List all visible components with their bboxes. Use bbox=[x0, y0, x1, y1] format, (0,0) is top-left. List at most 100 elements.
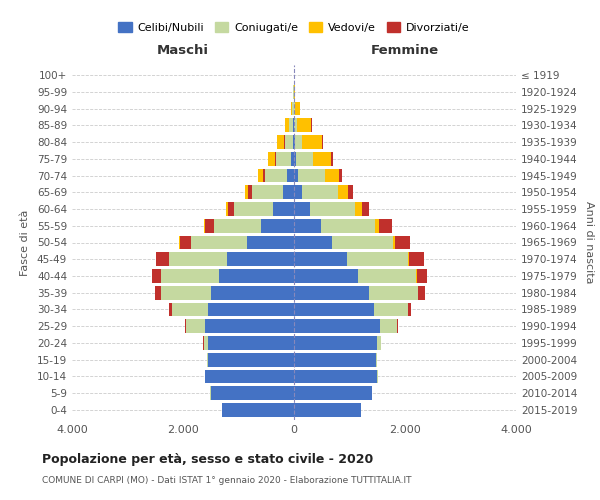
Bar bbox=[310, 202, 355, 216]
Bar bbox=[417, 269, 427, 283]
Bar bbox=[205, 219, 214, 232]
Bar bbox=[248, 186, 252, 199]
Bar bbox=[294, 403, 361, 417]
Bar bbox=[277, 135, 284, 149]
Bar bbox=[172, 302, 208, 316]
Bar bbox=[226, 202, 228, 216]
Bar bbox=[191, 236, 247, 250]
Bar bbox=[265, 168, 287, 182]
Bar bbox=[289, 118, 293, 132]
Bar bbox=[298, 168, 325, 182]
Bar bbox=[409, 252, 424, 266]
Bar bbox=[294, 135, 295, 149]
Bar bbox=[376, 353, 377, 366]
Text: Popolazione per età, sesso e stato civile - 2020: Popolazione per età, sesso e stato civil… bbox=[42, 452, 373, 466]
Bar bbox=[302, 186, 338, 199]
Bar bbox=[169, 302, 172, 316]
Bar bbox=[203, 336, 208, 350]
Y-axis label: Fasce di età: Fasce di età bbox=[20, 210, 30, 276]
Bar bbox=[293, 135, 294, 149]
Bar bbox=[260, 219, 294, 232]
Bar bbox=[395, 236, 410, 250]
Bar bbox=[275, 152, 291, 166]
Bar bbox=[332, 236, 393, 250]
Bar bbox=[294, 302, 374, 316]
Bar bbox=[161, 269, 219, 283]
Bar bbox=[369, 286, 418, 300]
Bar bbox=[377, 336, 381, 350]
Bar bbox=[339, 168, 342, 182]
Bar bbox=[294, 286, 369, 300]
Bar bbox=[355, 202, 362, 216]
Bar bbox=[375, 219, 379, 232]
Bar bbox=[294, 252, 347, 266]
Bar bbox=[294, 152, 296, 166]
Bar bbox=[294, 202, 310, 216]
Bar bbox=[294, 102, 295, 116]
Bar bbox=[227, 252, 294, 266]
Bar bbox=[204, 219, 205, 232]
Bar bbox=[208, 336, 294, 350]
Bar bbox=[295, 118, 298, 132]
Legend: Celibi/Nubili, Coniugati/e, Vedovi/e, Divorziati/e: Celibi/Nubili, Coniugati/e, Vedovi/e, Di… bbox=[114, 18, 474, 37]
Bar bbox=[287, 168, 294, 182]
Bar bbox=[291, 102, 292, 116]
Bar bbox=[358, 269, 416, 283]
Bar bbox=[291, 152, 294, 166]
Bar bbox=[295, 102, 299, 116]
Bar bbox=[294, 320, 380, 333]
Bar bbox=[247, 236, 294, 250]
Bar bbox=[252, 186, 283, 199]
Bar bbox=[268, 152, 275, 166]
Bar bbox=[211, 286, 294, 300]
Bar bbox=[362, 202, 370, 216]
Bar bbox=[292, 102, 293, 116]
Bar bbox=[155, 286, 161, 300]
Bar bbox=[179, 236, 191, 250]
Bar bbox=[219, 269, 294, 283]
Bar bbox=[222, 403, 294, 417]
Bar bbox=[294, 236, 332, 250]
Bar bbox=[207, 353, 208, 366]
Bar bbox=[211, 386, 294, 400]
Bar bbox=[186, 320, 205, 333]
Text: Maschi: Maschi bbox=[157, 44, 209, 57]
Bar bbox=[338, 186, 348, 199]
Bar bbox=[152, 269, 161, 283]
Bar bbox=[380, 320, 397, 333]
Bar bbox=[320, 219, 375, 232]
Bar bbox=[416, 269, 417, 283]
Bar bbox=[295, 135, 302, 149]
Bar bbox=[348, 186, 353, 199]
Bar bbox=[205, 320, 294, 333]
Y-axis label: Anni di nascita: Anni di nascita bbox=[584, 201, 594, 284]
Bar bbox=[214, 219, 260, 232]
Bar bbox=[273, 202, 294, 216]
Bar bbox=[294, 386, 372, 400]
Bar bbox=[263, 168, 265, 182]
Bar bbox=[325, 168, 339, 182]
Text: COMUNE DI CARPI (MO) - Dati ISTAT 1° gennaio 2020 - Elaborazione TUTTITALIA.IT: COMUNE DI CARPI (MO) - Dati ISTAT 1° gen… bbox=[42, 476, 412, 485]
Bar bbox=[313, 152, 331, 166]
Bar bbox=[298, 118, 311, 132]
Bar bbox=[418, 286, 425, 300]
Bar bbox=[347, 252, 408, 266]
Bar bbox=[284, 135, 293, 149]
Bar bbox=[169, 252, 227, 266]
Bar bbox=[205, 370, 294, 384]
Bar bbox=[208, 353, 294, 366]
Bar bbox=[294, 219, 320, 232]
Bar bbox=[393, 236, 395, 250]
Bar bbox=[185, 320, 186, 333]
Bar bbox=[397, 320, 398, 333]
Text: Femmine: Femmine bbox=[371, 44, 439, 57]
Bar bbox=[234, 202, 273, 216]
Bar bbox=[408, 302, 411, 316]
Bar bbox=[379, 219, 392, 232]
Bar bbox=[294, 168, 298, 182]
Bar bbox=[293, 118, 294, 132]
Bar bbox=[228, 202, 234, 216]
Bar bbox=[283, 186, 294, 199]
Bar bbox=[294, 336, 377, 350]
Bar bbox=[294, 269, 358, 283]
